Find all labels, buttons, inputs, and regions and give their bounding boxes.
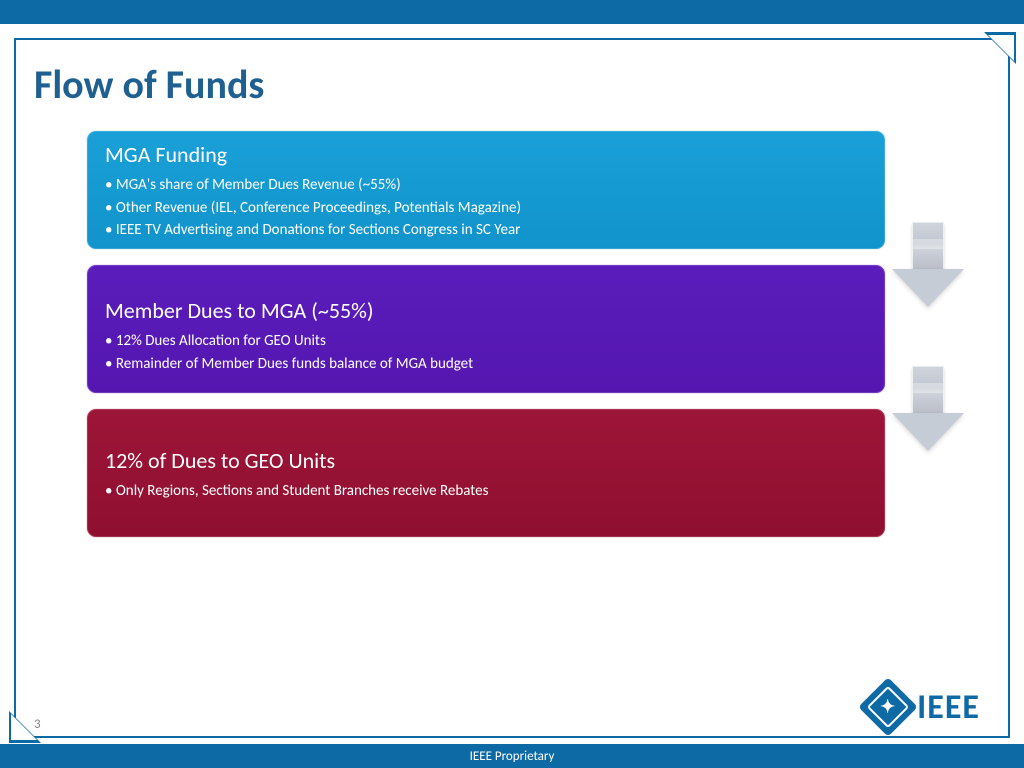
flow-arrow-icon [898,366,958,454]
panel-geo-units: 12% of Dues to GEO Units Only Regions, S… [86,408,886,538]
ieee-logo: ✦ IEEE [867,686,980,728]
panel-bullets: MGA's share of Member Dues Revenue (~55%… [105,174,865,242]
panel-title: MGA Funding [105,141,865,168]
panel-bullets: Only Regions, Sections and Student Branc… [105,480,865,503]
slide: Flow of Funds MGA Funding MGA's share of… [0,0,1024,768]
panel-title: Member Dues to MGA (~55%) [105,297,865,324]
footer-text: IEEE Proprietary [470,749,555,764]
bullet: Only Regions, Sections and Student Branc… [105,480,865,503]
flow-panels: MGA Funding MGA's share of Member Dues R… [86,130,886,552]
panel-member-dues: Member Dues to MGA (~55%) 12% Dues Alloc… [86,264,886,394]
bullet: 12% Dues Allocation for GEO Units [105,330,865,353]
footer-bar: IEEE Proprietary [0,744,1024,768]
panel-mga-funding: MGA Funding MGA's share of Member Dues R… [86,130,886,250]
ieee-logo-text: IEEE [917,687,980,728]
top-accent-bar [0,0,1024,24]
slide-title: Flow of Funds [34,60,264,109]
bullet: Remainder of Member Dues funds balance o… [105,353,865,376]
panel-title: 12% of Dues to GEO Units [105,447,865,474]
corner-cut-bl [9,711,41,743]
bullet: MGA's share of Member Dues Revenue (~55%… [105,174,865,197]
bullet: Other Revenue (IEL, Conference Proceedin… [105,197,865,220]
flow-arrow-icon [898,222,958,310]
bullet: IEEE TV Advertising and Donations for Se… [105,219,865,242]
panel-bullets: 12% Dues Allocation for GEO Units Remain… [105,330,865,375]
ieee-logo-diamond-icon: ✦ [858,677,917,736]
corner-cut-tr [984,32,1016,64]
